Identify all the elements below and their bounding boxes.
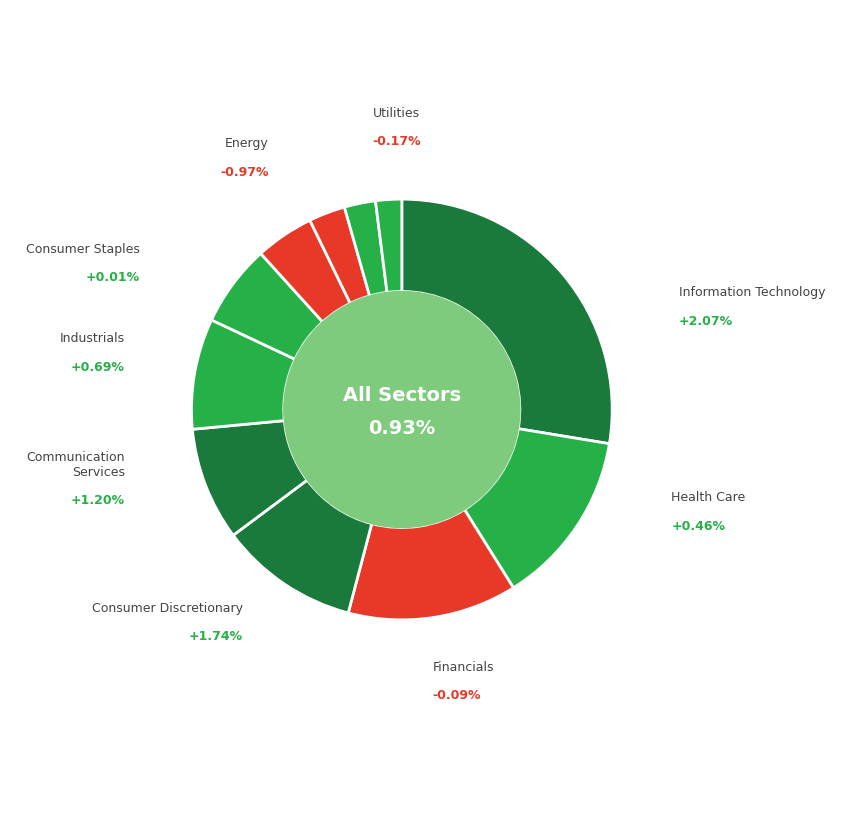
Wedge shape	[211, 253, 323, 360]
Wedge shape	[402, 199, 612, 444]
Wedge shape	[191, 320, 295, 429]
Text: Financials: Financials	[433, 661, 494, 674]
Text: -0.09%: -0.09%	[433, 689, 481, 702]
Text: +0.69%: +0.69%	[70, 360, 125, 373]
Text: All Sectors: All Sectors	[343, 386, 461, 405]
Text: +0.01%: +0.01%	[86, 271, 140, 284]
Wedge shape	[193, 421, 307, 536]
Text: Consumer Staples: Consumer Staples	[26, 242, 140, 256]
Text: Consumer Discretionary: Consumer Discretionary	[92, 602, 243, 615]
Wedge shape	[345, 201, 387, 296]
Text: 0.93%: 0.93%	[368, 419, 436, 438]
Text: Information Technology: Information Technology	[679, 286, 825, 299]
Wedge shape	[464, 428, 610, 588]
Text: +1.20%: +1.20%	[70, 494, 125, 507]
Wedge shape	[261, 220, 351, 322]
Text: -0.17%: -0.17%	[373, 135, 421, 148]
Wedge shape	[348, 509, 514, 620]
Text: Energy: Energy	[225, 138, 268, 151]
Text: +1.74%: +1.74%	[188, 630, 243, 643]
Text: Industrials: Industrials	[59, 333, 125, 346]
Wedge shape	[233, 480, 372, 613]
Text: -0.97%: -0.97%	[220, 165, 268, 179]
Wedge shape	[310, 207, 369, 303]
Text: +2.07%: +2.07%	[679, 314, 733, 328]
Text: Health Care: Health Care	[672, 491, 745, 505]
Text: Utilities: Utilities	[373, 106, 420, 120]
Text: Communication
Services: Communication Services	[26, 450, 125, 479]
Text: +0.46%: +0.46%	[672, 520, 725, 533]
Wedge shape	[375, 199, 402, 292]
Circle shape	[284, 292, 520, 527]
